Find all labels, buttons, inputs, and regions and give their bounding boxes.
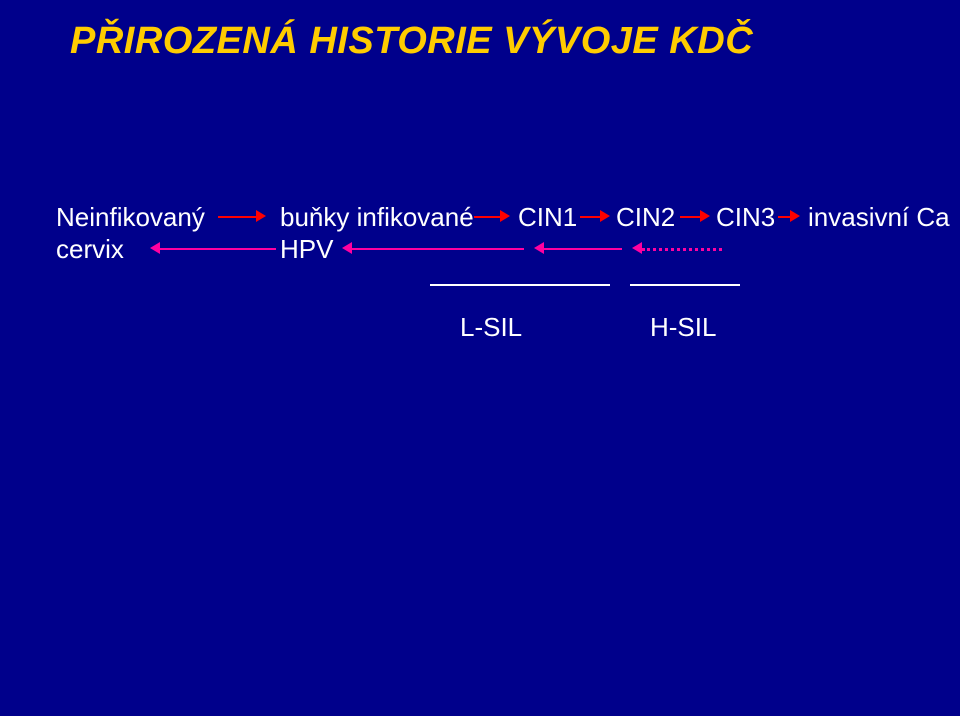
forward-arrow <box>218 216 256 218</box>
backward-arrow <box>352 248 524 250</box>
hsil-underline <box>630 284 740 286</box>
backward-arrow-head <box>342 242 352 254</box>
node-cin1: CIN1 <box>518 202 577 233</box>
forward-arrow-head <box>790 210 800 222</box>
backward-arrow-head <box>534 242 544 254</box>
node-cin2: CIN2 <box>616 202 675 233</box>
forward-arrow <box>680 216 700 218</box>
forward-arrow-head <box>700 210 710 222</box>
forward-arrow <box>580 216 600 218</box>
node-hpv-infected-line1: buňky infikované <box>280 202 474 233</box>
backward-arrow-head <box>632 242 642 254</box>
forward-arrow-head <box>600 210 610 222</box>
slide: PŘIROZENÁ HISTORIE VÝVOJE KDČ Neinfikova… <box>0 0 960 716</box>
forward-arrow-head <box>256 210 266 222</box>
node-hpv-infected-line2: HPV <box>280 234 333 265</box>
lsil-underline <box>430 284 610 286</box>
page-title: PŘIROZENÁ HISTORIE VÝVOJE KDČ <box>70 20 753 63</box>
label-lsil: L-SIL <box>460 312 522 343</box>
forward-arrow <box>778 216 790 218</box>
backward-arrow <box>544 248 622 250</box>
node-uninfected-cervix-line2: cervix <box>56 234 124 265</box>
forward-arrow <box>474 216 500 218</box>
label-hsil: H-SIL <box>650 312 716 343</box>
backward-arrow-dashed <box>642 248 722 251</box>
node-uninfected-cervix-line1: Neinfikovaný <box>56 202 205 233</box>
node-invasive-ca: invasivní Ca <box>808 202 950 233</box>
forward-arrow-head <box>500 210 510 222</box>
backward-arrow-head <box>150 242 160 254</box>
backward-arrow <box>160 248 276 250</box>
node-cin3: CIN3 <box>716 202 775 233</box>
